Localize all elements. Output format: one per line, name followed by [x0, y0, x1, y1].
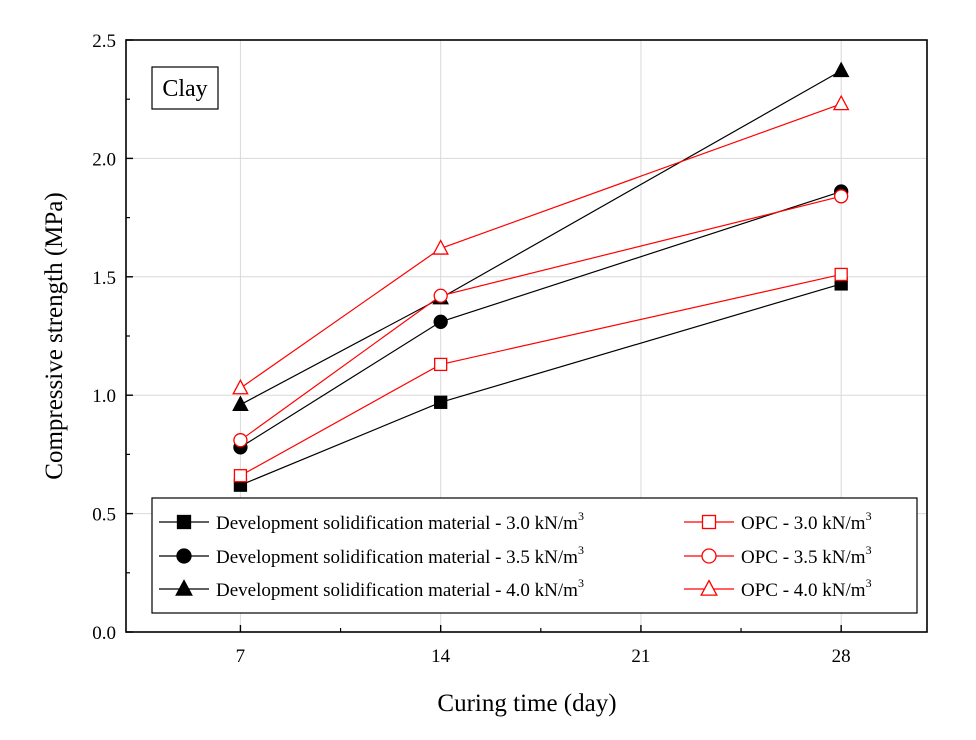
legend-label-superscript: 3: [578, 543, 584, 557]
series-5: [233, 189, 849, 448]
series-line: [240, 103, 842, 389]
series-2: [233, 184, 849, 455]
legend-entry: OPC - 3.0 kN/m3: [684, 509, 872, 534]
axis-ticks: 0.0 0.5 1.0 1.5 2.0 2.5 7 14 21 28: [92, 31, 850, 667]
legend-swatch-marker: [701, 514, 717, 530]
legend-label-superscript: 3: [866, 576, 872, 590]
series-1: [233, 277, 848, 492]
legend-swatch-marker: [176, 514, 192, 530]
legend-label-superscript: 3: [866, 543, 872, 557]
legend-entry: OPC - 3.5 kN/m3: [684, 543, 872, 568]
legend-label: OPC - 3.0 kN/m3: [741, 509, 872, 534]
x-tick-label: 14: [431, 646, 451, 667]
y-tick-label: 2.5: [92, 31, 116, 52]
series-layer: [232, 61, 850, 492]
y-tick-label: 1.0: [92, 386, 116, 407]
series-line: [240, 195, 842, 441]
legend-entry: Development solidification material - 3.…: [159, 509, 584, 534]
legend-label: OPC - 4.0 kN/m3: [741, 576, 872, 601]
y-tick-label: 1.5: [92, 268, 116, 289]
legend-label: Development solidification material - 4.…: [216, 576, 584, 601]
legend-label: OPC - 3.5 kN/m3: [741, 543, 872, 568]
legend: Development solidification material - 3.…: [151, 497, 918, 614]
data-point: [433, 288, 448, 303]
y-axis-title: Compressive strength (MPa): [41, 192, 68, 479]
legend-label: Development solidification material - 3.…: [216, 509, 584, 534]
legend-entry: OPC - 4.0 kN/m3: [684, 576, 872, 601]
data-point: [434, 395, 448, 409]
data-point: [834, 189, 849, 204]
series-line: [240, 190, 842, 448]
legend-label-superscript: 3: [866, 509, 872, 523]
legend-label-superscript: 3: [578, 509, 584, 523]
data-point: [433, 314, 448, 329]
legend-entry: Development solidification material - 3.…: [159, 543, 584, 568]
legend-label-superscript: 3: [578, 576, 584, 590]
x-tick-label: 7: [236, 646, 246, 667]
data-point: [232, 378, 249, 395]
y-tick-label: 0.0: [92, 623, 116, 644]
legend-swatch-marker: [700, 579, 718, 596]
legend-swatch-marker: [175, 579, 193, 596]
legend-label: Development solidification material - 3.…: [216, 543, 584, 568]
series-6: [232, 94, 850, 395]
legend-entry: Development solidification material - 4.…: [159, 576, 584, 601]
data-point: [832, 61, 850, 78]
x-axis-title: Curing time (day): [437, 690, 616, 717]
annotation-box: Clay: [151, 66, 219, 110]
series-4: [233, 267, 848, 483]
series-line: [240, 70, 842, 406]
x-tick-label: 28: [832, 646, 851, 667]
x-tick-label: 21: [631, 646, 650, 667]
data-point: [233, 469, 248, 483]
data-point: [434, 357, 448, 372]
legend-frame: [151, 497, 918, 614]
data-point: [834, 267, 848, 282]
series-3: [232, 61, 850, 411]
data-point: [232, 395, 249, 411]
legend-swatch-marker: [701, 548, 717, 564]
data-point: [233, 433, 248, 448]
annotation-label: Clay: [162, 76, 207, 102]
data-point: [432, 239, 449, 255]
legend-swatch-marker: [176, 548, 192, 564]
y-tick-label: 2.0: [92, 149, 116, 170]
y-tick-label: 0.5: [92, 505, 116, 526]
series-line: [240, 283, 842, 486]
data-point: [832, 94, 850, 111]
